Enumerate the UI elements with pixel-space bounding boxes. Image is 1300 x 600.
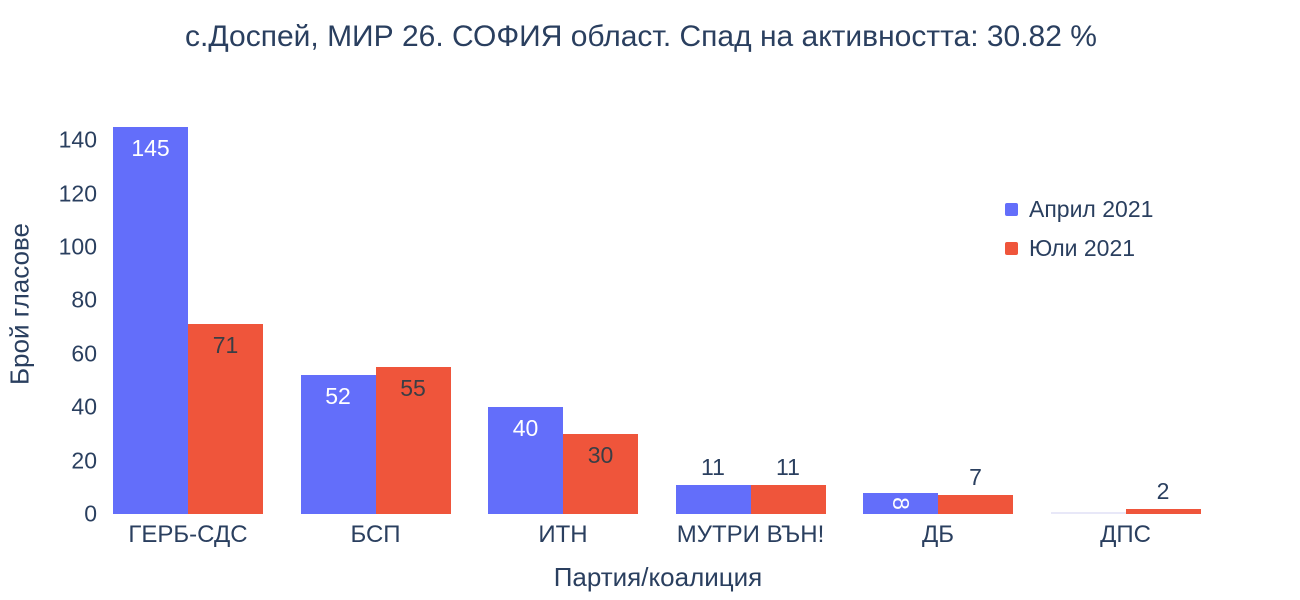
bar-value-label: 71 xyxy=(212,332,239,358)
x-tick-label: МУТРИ ВЪН! xyxy=(676,521,825,548)
bar[interactable] xyxy=(750,485,826,514)
bar-value-label: 52 xyxy=(325,383,351,409)
bar[interactable] xyxy=(188,324,263,514)
bar-value-label: 145 xyxy=(131,135,170,161)
y-tick-label: 120 xyxy=(58,180,97,207)
bar-value-label: 2 xyxy=(1156,478,1170,504)
y-tick-label: 60 xyxy=(71,340,97,367)
x-tick-label: ДПС xyxy=(1100,521,1151,548)
bar-zero-height[interactable] xyxy=(1050,512,1126,514)
legend: Април 2021 Юли 2021 xyxy=(1005,196,1153,262)
legend-item[interactable]: Юли 2021 xyxy=(1005,235,1153,262)
bar[interactable] xyxy=(938,495,1013,514)
bar-value-label: 30 xyxy=(587,442,614,468)
x-tick-label: ГЕРБ-СДС xyxy=(128,521,248,548)
legend-swatch-icon xyxy=(1005,242,1018,255)
bar[interactable] xyxy=(675,485,751,514)
y-tick-label: 80 xyxy=(71,286,97,313)
legend-swatch-icon xyxy=(1005,203,1018,216)
bar[interactable] xyxy=(113,127,188,514)
bar[interactable] xyxy=(863,493,938,514)
legend-label: Април 2021 xyxy=(1029,196,1154,222)
x-tick-label: БСП xyxy=(350,521,401,548)
y-tick-label: 40 xyxy=(71,393,97,420)
bar[interactable] xyxy=(375,367,451,514)
x-axis-title: Партия/коалиция xyxy=(553,562,763,592)
legend-label: Юли 2021 xyxy=(1029,235,1136,261)
x-tick-label: ИТН xyxy=(538,521,588,548)
legend-item[interactable]: Април 2021 xyxy=(1005,196,1153,223)
bar-value-label: 40 xyxy=(512,415,539,441)
bar-value-label: 11 xyxy=(701,454,725,480)
bar[interactable] xyxy=(563,434,638,514)
y-tick-label: 140 xyxy=(58,126,97,153)
y-tick-label: 100 xyxy=(58,233,97,260)
bar[interactable] xyxy=(488,407,563,514)
y-axis-title: Брой гласове xyxy=(4,222,35,386)
bar-value-label: 55 xyxy=(400,375,426,401)
x-tick-label: ДБ xyxy=(921,521,954,548)
chart-title: с.Доспей, МИР 26. СОФИЯ област. Спад на … xyxy=(185,20,1097,53)
bar-value-label: 7 xyxy=(969,464,982,490)
y-tick-label: 20 xyxy=(71,447,97,474)
y-tick-label: 0 xyxy=(84,500,97,527)
bar-value-label: 11 xyxy=(776,454,800,480)
bar-value-label: 8 xyxy=(888,496,914,510)
bar[interactable] xyxy=(300,375,376,514)
bar[interactable] xyxy=(1125,509,1201,514)
